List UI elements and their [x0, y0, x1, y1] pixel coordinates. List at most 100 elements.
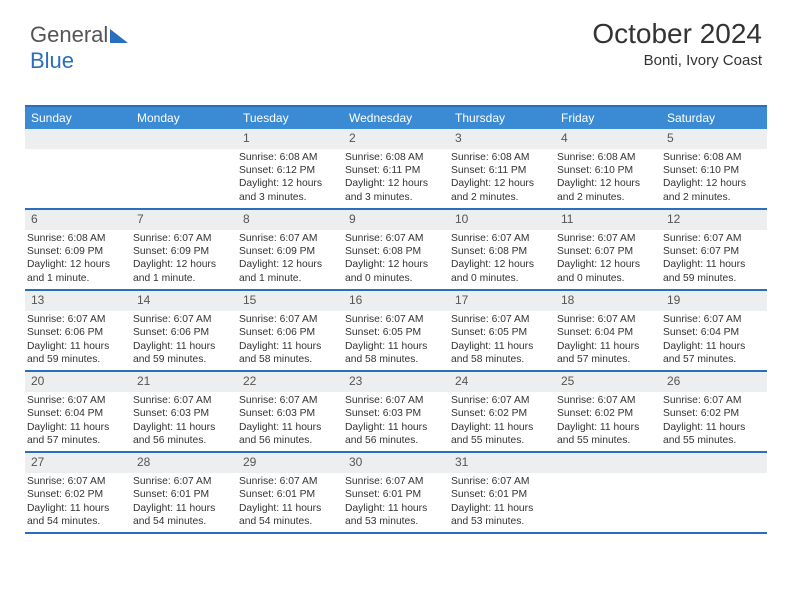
daylight-text: Daylight: 12 hours and 2 minutes. — [451, 177, 553, 204]
weekday-label: Friday — [555, 107, 661, 129]
day-number: 1 — [237, 129, 343, 149]
day-info: Sunrise: 6:07 AMSunset: 6:03 PMDaylight:… — [237, 392, 343, 452]
brand-part2: Blue — [30, 48, 74, 73]
sunset-text: Sunset: 6:02 PM — [451, 407, 553, 420]
day-number: 26 — [661, 372, 767, 392]
daylight-text: Daylight: 11 hours and 53 minutes. — [345, 502, 447, 529]
sunset-text: Sunset: 6:03 PM — [345, 407, 447, 420]
calendar-cell: 13Sunrise: 6:07 AMSunset: 6:06 PMDayligh… — [25, 291, 131, 370]
day-info: Sunrise: 6:07 AMSunset: 6:08 PMDaylight:… — [449, 230, 555, 290]
weekday-header: Sunday Monday Tuesday Wednesday Thursday… — [25, 107, 767, 129]
day-info: Sunrise: 6:07 AMSunset: 6:02 PMDaylight:… — [555, 392, 661, 452]
weekday-label: Sunday — [25, 107, 131, 129]
sunset-text: Sunset: 6:08 PM — [451, 245, 553, 258]
daylight-text: Daylight: 12 hours and 1 minute. — [133, 258, 235, 285]
sunrise-text: Sunrise: 6:07 AM — [133, 475, 235, 488]
weekday-label: Saturday — [661, 107, 767, 129]
daylight-text: Daylight: 12 hours and 0 minutes. — [451, 258, 553, 285]
day-number: 5 — [661, 129, 767, 149]
day-info: Sunrise: 6:07 AMSunset: 6:01 PMDaylight:… — [343, 473, 449, 533]
day-number: 12 — [661, 210, 767, 230]
day-number — [555, 453, 661, 473]
sunset-text: Sunset: 6:01 PM — [345, 488, 447, 501]
calendar-cell: 14Sunrise: 6:07 AMSunset: 6:06 PMDayligh… — [131, 291, 237, 370]
day-number: 9 — [343, 210, 449, 230]
brand-triangle-icon — [110, 29, 128, 43]
day-number: 21 — [131, 372, 237, 392]
sunset-text: Sunset: 6:04 PM — [557, 326, 659, 339]
weekday-label: Tuesday — [237, 107, 343, 129]
sunrise-text: Sunrise: 6:07 AM — [239, 394, 341, 407]
calendar-cell: 19Sunrise: 6:07 AMSunset: 6:04 PMDayligh… — [661, 291, 767, 370]
sunrise-text: Sunrise: 6:07 AM — [27, 394, 129, 407]
calendar-cell: 24Sunrise: 6:07 AMSunset: 6:02 PMDayligh… — [449, 372, 555, 451]
calendar-cell: 10Sunrise: 6:07 AMSunset: 6:08 PMDayligh… — [449, 210, 555, 289]
daylight-text: Daylight: 12 hours and 3 minutes. — [239, 177, 341, 204]
sunrise-text: Sunrise: 6:07 AM — [239, 313, 341, 326]
calendar-cell: 4Sunrise: 6:08 AMSunset: 6:10 PMDaylight… — [555, 129, 661, 208]
daylight-text: Daylight: 11 hours and 58 minutes. — [345, 340, 447, 367]
day-info: Sunrise: 6:07 AMSunset: 6:03 PMDaylight:… — [343, 392, 449, 452]
day-info: Sunrise: 6:07 AMSunset: 6:02 PMDaylight:… — [661, 392, 767, 452]
day-number: 20 — [25, 372, 131, 392]
calendar-week: 1Sunrise: 6:08 AMSunset: 6:12 PMDaylight… — [25, 129, 767, 210]
daylight-text: Daylight: 11 hours and 57 minutes. — [27, 421, 129, 448]
day-number: 8 — [237, 210, 343, 230]
calendar-cell: 29Sunrise: 6:07 AMSunset: 6:01 PMDayligh… — [237, 453, 343, 532]
sunrise-text: Sunrise: 6:07 AM — [345, 394, 447, 407]
sunrise-text: Sunrise: 6:07 AM — [27, 475, 129, 488]
day-info: Sunrise: 6:08 AMSunset: 6:09 PMDaylight:… — [25, 230, 131, 290]
calendar-cell: 12Sunrise: 6:07 AMSunset: 6:07 PMDayligh… — [661, 210, 767, 289]
calendar-cell: 11Sunrise: 6:07 AMSunset: 6:07 PMDayligh… — [555, 210, 661, 289]
day-info: Sunrise: 6:07 AMSunset: 6:07 PMDaylight:… — [661, 230, 767, 290]
day-info: Sunrise: 6:08 AMSunset: 6:11 PMDaylight:… — [449, 149, 555, 209]
sunset-text: Sunset: 6:10 PM — [557, 164, 659, 177]
calendar-cell: 1Sunrise: 6:08 AMSunset: 6:12 PMDaylight… — [237, 129, 343, 208]
daylight-text: Daylight: 11 hours and 56 minutes. — [133, 421, 235, 448]
sunset-text: Sunset: 6:03 PM — [133, 407, 235, 420]
day-number: 14 — [131, 291, 237, 311]
day-number — [25, 129, 131, 149]
day-number: 29 — [237, 453, 343, 473]
daylight-text: Daylight: 11 hours and 58 minutes. — [239, 340, 341, 367]
sunset-text: Sunset: 6:02 PM — [663, 407, 765, 420]
sunrise-text: Sunrise: 6:07 AM — [345, 475, 447, 488]
daylight-text: Daylight: 12 hours and 0 minutes. — [557, 258, 659, 285]
sunrise-text: Sunrise: 6:07 AM — [663, 232, 765, 245]
sunrise-text: Sunrise: 6:07 AM — [239, 232, 341, 245]
sunset-text: Sunset: 6:06 PM — [133, 326, 235, 339]
sunset-text: Sunset: 6:02 PM — [27, 488, 129, 501]
calendar-week: 27Sunrise: 6:07 AMSunset: 6:02 PMDayligh… — [25, 453, 767, 534]
sunset-text: Sunset: 6:05 PM — [451, 326, 553, 339]
calendar-cell: 22Sunrise: 6:07 AMSunset: 6:03 PMDayligh… — [237, 372, 343, 451]
calendar-cell: 5Sunrise: 6:08 AMSunset: 6:10 PMDaylight… — [661, 129, 767, 208]
sunset-text: Sunset: 6:04 PM — [27, 407, 129, 420]
day-number: 30 — [343, 453, 449, 473]
daylight-text: Daylight: 11 hours and 58 minutes. — [451, 340, 553, 367]
day-number: 15 — [237, 291, 343, 311]
day-info: Sunrise: 6:07 AMSunset: 6:06 PMDaylight:… — [237, 311, 343, 371]
day-info: Sunrise: 6:07 AMSunset: 6:01 PMDaylight:… — [449, 473, 555, 533]
calendar-cell: 2Sunrise: 6:08 AMSunset: 6:11 PMDaylight… — [343, 129, 449, 208]
day-info: Sunrise: 6:08 AMSunset: 6:11 PMDaylight:… — [343, 149, 449, 209]
calendar-cell: 7Sunrise: 6:07 AMSunset: 6:09 PMDaylight… — [131, 210, 237, 289]
day-number: 7 — [131, 210, 237, 230]
sunset-text: Sunset: 6:01 PM — [451, 488, 553, 501]
sunrise-text: Sunrise: 6:07 AM — [451, 232, 553, 245]
daylight-text: Daylight: 11 hours and 56 minutes. — [345, 421, 447, 448]
page-title: October 2024 — [592, 18, 762, 50]
day-info: Sunrise: 6:07 AMSunset: 6:04 PMDaylight:… — [661, 311, 767, 371]
day-number: 2 — [343, 129, 449, 149]
sunset-text: Sunset: 6:04 PM — [663, 326, 765, 339]
day-info: Sunrise: 6:07 AMSunset: 6:04 PMDaylight:… — [25, 392, 131, 452]
sunrise-text: Sunrise: 6:07 AM — [345, 232, 447, 245]
day-number — [131, 129, 237, 149]
calendar-cell: 27Sunrise: 6:07 AMSunset: 6:02 PMDayligh… — [25, 453, 131, 532]
calendar-cell: 16Sunrise: 6:07 AMSunset: 6:05 PMDayligh… — [343, 291, 449, 370]
sunrise-text: Sunrise: 6:08 AM — [451, 151, 553, 164]
day-number: 13 — [25, 291, 131, 311]
calendar-cell: 6Sunrise: 6:08 AMSunset: 6:09 PMDaylight… — [25, 210, 131, 289]
sunset-text: Sunset: 6:10 PM — [663, 164, 765, 177]
daylight-text: Daylight: 12 hours and 2 minutes. — [663, 177, 765, 204]
day-number: 3 — [449, 129, 555, 149]
